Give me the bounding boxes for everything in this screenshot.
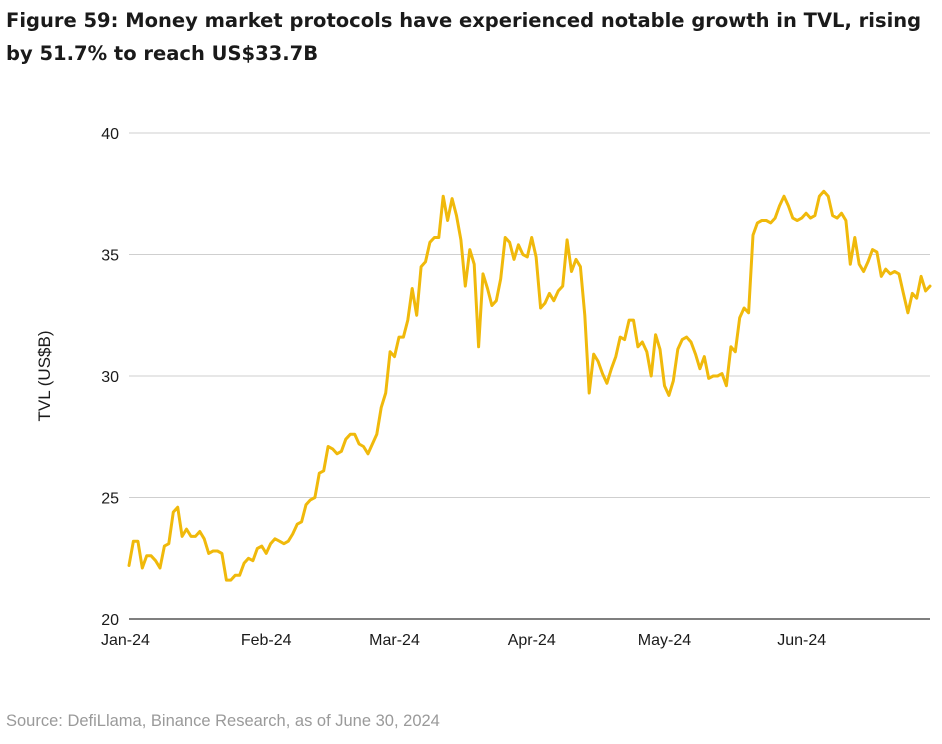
y-axis-ticks: 20 25 30 35 40 (101, 126, 119, 629)
y-axis-label: TVL (US$B) (35, 330, 54, 421)
y-tick-label: 30 (101, 369, 119, 386)
x-axis-ticks: Jan-24 Feb-24 Mar-24 Apr-24 May-24 Jun-24 (101, 632, 826, 649)
grid-lines (129, 132, 930, 620)
y-tick-label: 35 (101, 248, 119, 265)
y-tick-label: 40 (101, 126, 119, 143)
chart-title: Figure 59: Money market protocols have e… (6, 9, 922, 65)
source-note: Source: DefiLlama, Binance Research, as … (6, 712, 440, 730)
x-tick-label: Mar-24 (369, 632, 420, 649)
x-tick-label: Jan-24 (101, 632, 150, 649)
x-tick-label: Apr-24 (508, 632, 556, 649)
x-tick-label: Jun-24 (777, 632, 826, 649)
x-tick-label: Feb-24 (241, 632, 292, 649)
series-line-tvl (127, 189, 932, 582)
y-tick-label: 20 (101, 612, 119, 629)
y-tick-label: 25 (101, 491, 119, 508)
x-tick-label: May-24 (638, 632, 691, 649)
